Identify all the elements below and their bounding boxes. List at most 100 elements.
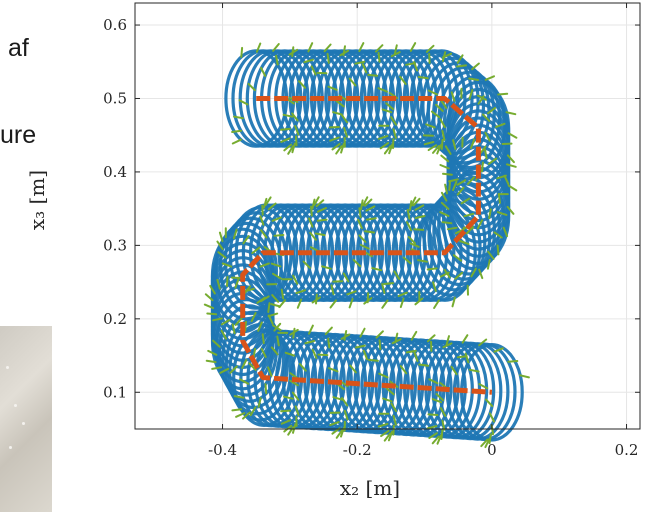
vector-arrow [209,284,216,295]
vector-arrow [212,317,223,322]
vector-arrow [383,145,392,155]
y-axis-label: x₃ [m] [25,170,49,230]
vector-arrow [349,364,357,374]
vector-arrow [452,139,457,150]
vector-arrow [507,184,518,192]
vector-arrow [267,366,273,377]
vector-arrow [399,75,407,85]
vector-arrow [506,205,515,215]
vector-arrow [448,179,452,191]
vector-arrow [456,355,468,359]
vector-arrow [316,207,327,213]
vector-arrow [451,296,456,308]
vector-arrow [466,176,475,185]
vector-arrow [480,161,484,173]
vector-arrow [261,333,265,345]
vector-arrow [358,42,365,53]
vector-arrow [326,52,330,64]
vector-arrow [360,199,364,211]
vector-arrow [294,405,300,416]
vector-arrow [343,330,348,341]
vector-arrow [340,143,345,154]
vector-arrow [377,422,389,428]
vector-arrow [295,289,306,295]
vector-arrow [388,143,394,155]
x-tick-label: 0.2 [615,441,639,459]
vector-arrow [343,127,348,138]
vector-arrow [243,285,251,295]
vector-arrow [497,193,501,204]
vector-arrow [239,378,250,385]
vector-arrow [440,99,448,109]
vector-arrow [392,424,395,436]
vector-arrow [454,271,464,280]
vector-arrow [493,231,503,239]
vector-arrow [292,327,296,339]
vector-arrow [217,251,227,259]
vector-arrow [409,242,420,248]
vector-arrow [296,298,303,309]
vector-arrow [470,138,476,149]
vector-arrow [377,51,381,63]
vector-arrow [417,259,428,263]
vector-arrow [335,145,343,155]
vector-arrow [405,62,416,66]
vector-arrow [478,268,484,280]
vector-arrow [260,347,267,358]
vector-arrow [484,131,491,142]
vector-arrow [477,95,485,105]
vector-arrow [381,108,393,114]
vector-arrow [308,324,314,335]
vector-arrow [218,231,224,243]
vector-arrow [355,344,366,349]
vector-arrow [484,75,495,81]
vector-arrow [507,360,519,363]
vector-arrow [393,44,398,56]
vector-arrow [287,145,294,155]
vector-arrow [354,60,366,65]
vector-arrow [242,411,251,420]
vector-arrow [321,265,332,270]
vector-arrow [263,197,268,209]
vector-arrow [413,351,419,363]
vector-arrow [450,365,458,376]
vector-arrow [272,43,280,52]
vector-arrow [440,138,444,150]
vector-arrow [348,77,357,87]
vector-arrow [439,164,450,170]
vector-arrow [394,332,399,344]
vector-arrow [365,217,377,221]
vector-arrow [406,208,411,220]
vector-arrow [375,330,384,339]
vector-arrow [280,419,292,425]
vector-arrow [441,51,447,62]
background-photo [0,326,52,512]
vector-arrow [329,421,340,427]
vector-arrow [478,383,489,390]
vector-arrow [271,294,280,303]
vector-arrow [280,137,291,143]
vector-arrow [440,201,450,210]
vector-arrow [371,267,383,272]
vector-arrow [456,179,467,186]
vector-arrow [342,272,350,283]
vector-arrow [445,335,450,346]
vector-arrow [271,216,282,222]
vector-arrow [327,337,331,349]
vector-arrow [233,115,244,120]
vector-arrow [488,412,495,423]
vector-arrow [409,42,417,52]
background-text-fragment: ure [0,121,37,149]
vector-arrow [380,429,390,438]
vector-arrow [212,339,221,348]
vector-arrow [257,321,263,332]
vector-arrow [291,391,300,401]
vector-arrow [456,186,465,196]
vector-arrow [468,368,480,373]
vector-arrow [378,372,389,379]
vector-arrow [229,365,238,374]
vector-arrow [267,202,277,211]
vector-arrow [283,143,293,152]
vector-arrow [346,290,357,296]
vector-arrow [413,228,425,231]
